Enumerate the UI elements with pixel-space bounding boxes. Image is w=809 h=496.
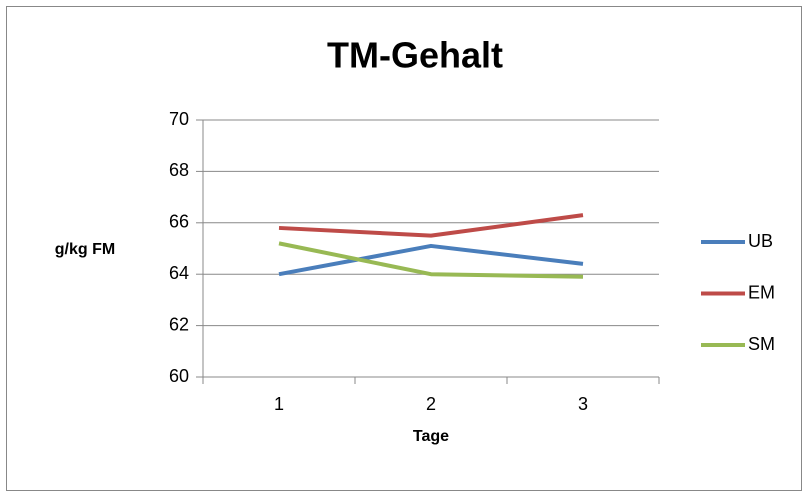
chart-border (6, 6, 802, 491)
y-tick-label: 70 (169, 109, 189, 129)
y-tick-label: 68 (169, 160, 189, 180)
legend-label: UB (748, 231, 773, 251)
x-tick-label: 2 (426, 394, 436, 414)
x-axis-label: Tage (413, 428, 449, 445)
chart-title: TM-Gehalt (327, 35, 503, 76)
y-tick-label: 60 (169, 366, 189, 386)
y-tick-label: 66 (169, 212, 189, 232)
legend-label: EM (748, 282, 775, 302)
y-tick-label: 64 (169, 263, 189, 283)
series-line (278, 241, 584, 279)
series-line (278, 243, 584, 277)
y-tick-label: 62 (169, 314, 189, 334)
x-tick-label: 3 (578, 394, 588, 414)
legend-label: SM (748, 334, 775, 354)
y-axis-label: g/kg FM (55, 241, 115, 258)
x-tick-label: 1 (274, 394, 284, 414)
series-line (278, 213, 584, 238)
